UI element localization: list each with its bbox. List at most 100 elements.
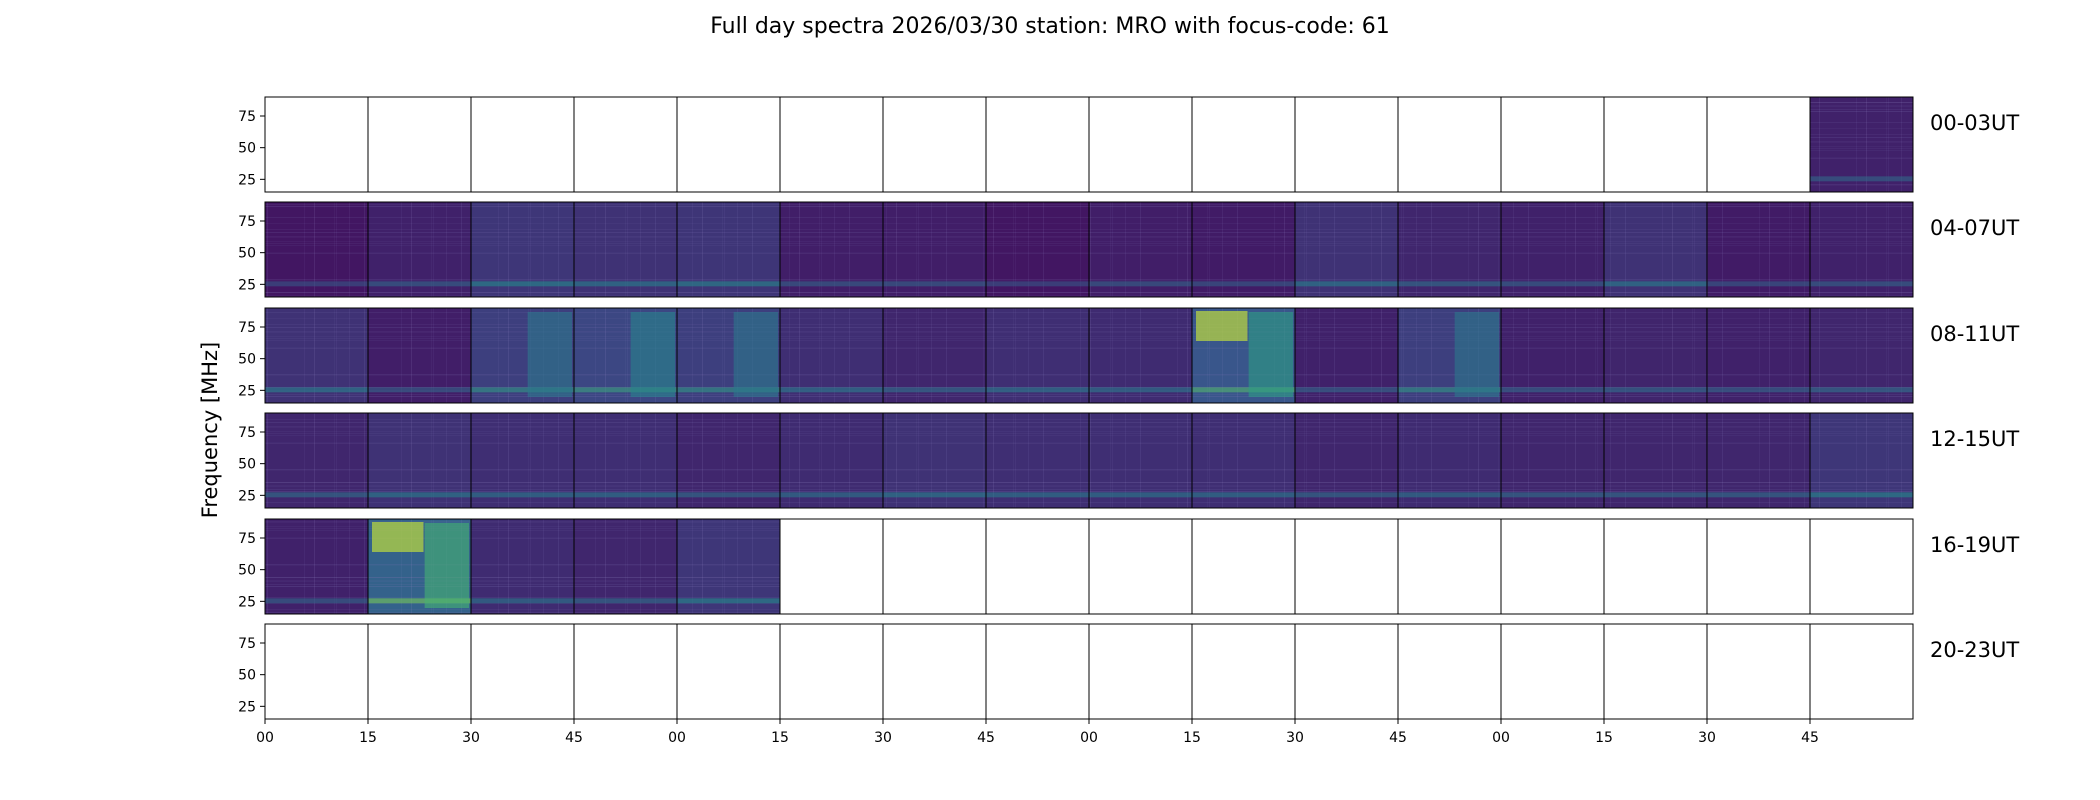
row-00-03UT: 25 50 75 00-03UT — [238, 96, 2019, 193]
row-label: 00-03UT — [1930, 111, 2019, 135]
panel-frame — [1191, 623, 1296, 720]
rfi-band — [1192, 387, 1295, 393]
y-tick-label: 50 — [238, 352, 256, 368]
spectrogram-texture — [1295, 308, 1398, 403]
rfi-band — [1501, 281, 1604, 287]
spectrogram-texture — [1089, 202, 1192, 297]
panel-frame — [1809, 412, 1914, 509]
x-tick-label: 30 — [462, 730, 480, 746]
panel-frame — [779, 518, 884, 615]
x-tick-label: 45 — [1389, 730, 1407, 746]
x-tick-label: 00 — [668, 730, 686, 746]
spectrogram-texture — [368, 202, 471, 297]
spectrogram-texture — [986, 413, 1089, 508]
spectrogram-texture — [1604, 202, 1707, 297]
y-tick-label: 75 — [238, 214, 256, 230]
x-tick-label: 15 — [771, 730, 789, 746]
row-label: 04-07UT — [1930, 216, 2019, 240]
rfi-band — [677, 281, 780, 287]
spectrogram-texture — [1501, 202, 1604, 297]
spectrogram-texture — [1810, 413, 1913, 508]
panel-frame — [1294, 96, 1399, 193]
x-tick-label: 00 — [256, 730, 274, 746]
panel-frame — [676, 623, 781, 720]
rfi-band — [265, 281, 368, 287]
rfi-band — [1501, 492, 1604, 498]
panel-frame — [1706, 518, 1811, 615]
x-tick-label: 30 — [1698, 730, 1716, 746]
x-tick-label: 00 — [1080, 730, 1098, 746]
rfi-band — [1501, 387, 1604, 393]
panel-frame — [1191, 96, 1296, 193]
panel-frame — [573, 623, 678, 720]
row-12-15UT: 25 50 75 12-15UT — [238, 412, 2019, 509]
row-20-23UT: 25 50 75 20-23UT — [238, 623, 2019, 720]
spectrogram-texture — [883, 308, 986, 403]
spectrogram-texture — [780, 308, 883, 403]
spectrogram-texture — [471, 202, 574, 297]
panel-frame — [1397, 623, 1502, 720]
row-08-11UT: 25 50 75 08-11UT — [238, 307, 2019, 404]
spectrogram-texture — [1501, 308, 1604, 403]
rfi-band — [1810, 176, 1913, 182]
rfi-band — [471, 281, 574, 287]
rfi-band — [1604, 387, 1707, 393]
spectrogram-texture — [1089, 413, 1192, 508]
panel-frame — [1294, 518, 1399, 615]
y-tick-label: 25 — [238, 172, 256, 188]
row-label: 12-15UT — [1930, 427, 2019, 451]
rfi-band — [1089, 387, 1192, 393]
spectrogram-texture — [574, 413, 677, 508]
panel-frame — [1397, 518, 1502, 615]
rfi-band — [368, 598, 471, 604]
rfi-band — [780, 492, 883, 498]
spectrogram-texture — [265, 413, 368, 508]
rfi-band — [574, 492, 677, 498]
rfi-band — [471, 387, 574, 393]
rfi-band — [368, 281, 471, 287]
spectrogram-texture — [1707, 202, 1810, 297]
rfi-band — [1707, 387, 1810, 393]
row-label: 20-23UT — [1930, 638, 2019, 662]
spectrogram-texture — [265, 202, 368, 297]
rfi-band — [780, 281, 883, 287]
rfi-band — [574, 387, 677, 393]
spectrogram-texture — [368, 413, 471, 508]
rfi-band — [1707, 281, 1810, 287]
panel-frame — [779, 623, 884, 720]
panel-frame — [985, 623, 1090, 720]
chart-title: Full day spectra 2026/03/30 station: MRO… — [710, 14, 1390, 39]
row-16-19UT: 25 50 75 16-19UT — [238, 518, 2019, 615]
row-04-07UT: 25 50 75 04-07UT — [238, 201, 2019, 298]
burst-block — [1454, 312, 1499, 397]
panel-frame — [882, 518, 987, 615]
panel-frame — [1603, 623, 1708, 720]
spectrogram-texture — [883, 413, 986, 508]
rfi-band — [574, 281, 677, 287]
rfi-band — [265, 598, 368, 604]
spectrogram-texture — [1604, 413, 1707, 508]
rfi-band — [1398, 281, 1501, 287]
spectrogram-texture — [677, 202, 780, 297]
rfi-band — [1295, 387, 1398, 393]
spectrogram-texture — [574, 519, 677, 614]
panel-frame — [1088, 623, 1193, 720]
x-tick-label: 45 — [1801, 730, 1819, 746]
spectrogram-texture — [265, 519, 368, 614]
panel-frame — [470, 96, 575, 193]
rfi-band — [1089, 492, 1192, 498]
panel-frame — [264, 96, 369, 193]
panel-frame — [573, 96, 678, 193]
spectrogram-texture — [574, 202, 677, 297]
panel-frame — [1809, 518, 1914, 615]
rfi-band — [677, 598, 780, 604]
panel-frame — [367, 623, 472, 720]
burst-block — [733, 312, 778, 397]
rfi-band — [1398, 387, 1501, 393]
panel-frame — [1500, 518, 1605, 615]
spectrogram-texture — [1501, 413, 1604, 508]
spectrogram-texture — [1707, 308, 1810, 403]
spectrogram-texture — [1398, 202, 1501, 297]
y-tick-label: 50 — [238, 457, 256, 473]
